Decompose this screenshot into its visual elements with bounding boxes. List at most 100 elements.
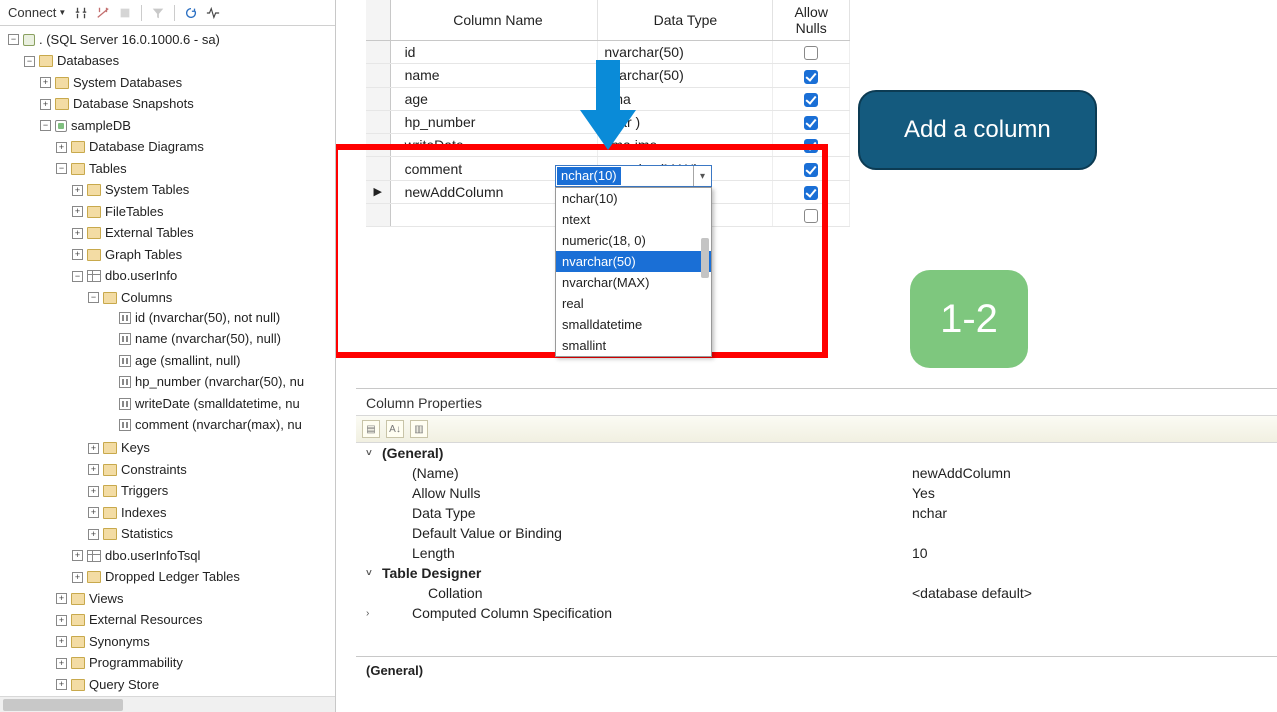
property-value[interactable]: nchar [912,505,1277,521]
alphabetical-icon[interactable]: A↓ [386,420,404,438]
filter-icon[interactable] [149,6,167,20]
properties-row[interactable]: (Name)newAddColumn [356,463,1277,483]
tree-triggers[interactable]: +Triggers [88,481,168,501]
grid-row[interactable]: hp_numbernvar ) [366,110,850,133]
grid-row-selector[interactable]: ▶ [366,180,390,203]
dropdown-option[interactable]: real [556,293,711,314]
grid-cell-name[interactable]: name [390,64,598,87]
grid-cell-name[interactable]: hp_number [390,110,598,133]
stop-icon[interactable] [116,6,134,20]
properties-group-designer[interactable]: ˅Table Designer [356,563,1277,583]
chevron-down-icon[interactable]: ▾ [693,166,711,186]
tree-filetables[interactable]: +FileTables [72,202,164,222]
disconnect-icon[interactable] [94,6,112,20]
grid-cell-nulls[interactable] [773,41,850,64]
grid-cell-nulls[interactable] [773,134,850,157]
dropdown-option[interactable]: smallint [556,335,711,356]
connect-menu[interactable]: Connect▼ [6,5,68,20]
allow-nulls-checkbox[interactable] [804,93,818,107]
properties-row[interactable]: Data Typenchar [356,503,1277,523]
tree-synonyms[interactable]: +Synonyms [56,632,150,652]
tree-database-diagrams[interactable]: +Database Diagrams [56,137,204,157]
properties-row[interactable]: Collation<database default> [356,583,1277,603]
tree-col-age[interactable]: age (smallint, null) [104,351,241,371]
tree-keys[interactable]: +Keys [88,438,150,458]
grid-cell-dtype[interactable]: nvarchar(50) [598,64,773,87]
dropdown-option[interactable]: ntext [556,209,711,230]
properties-list[interactable]: ˅(General) (Name)newAddColumnAllow Nulls… [356,443,1277,656]
tree-tables[interactable]: −Tables [56,159,127,179]
grid-row[interactable]: writeDatesma ime [366,134,850,157]
allow-nulls-checkbox[interactable] [804,70,818,84]
tree-database-snapshots[interactable]: +Database Snapshots [40,94,194,114]
grid-cell-dtype[interactable]: sma ime [598,134,773,157]
dropdown-scrollbar[interactable] [701,238,709,278]
grid-row-selector[interactable] [366,110,390,133]
activity-icon[interactable] [204,6,222,20]
tree-dbo-userinfo[interactable]: −dbo.userInfo [72,266,177,286]
connect-icon[interactable] [72,6,90,20]
tree-sampledb[interactable]: −sampleDB [40,116,131,136]
dropdown-option[interactable]: nvarchar(MAX) [556,272,711,293]
grid-row-selector[interactable] [366,87,390,110]
tree-system-databases[interactable]: +System Databases [40,73,182,93]
tree-indexes[interactable]: +Indexes [88,503,167,523]
refresh-icon[interactable] [182,6,200,20]
grid-row-selector[interactable] [366,134,390,157]
dropdown-option[interactable]: numeric(18, 0) [556,230,711,251]
tree-views[interactable]: +Views [56,589,123,609]
tree-columns[interactable]: −Columns [88,288,172,308]
properties-row[interactable]: Length10 [356,543,1277,563]
grid-row-selector[interactable] [366,41,390,64]
grid-cell-name[interactable]: age [390,87,598,110]
tree-programmability[interactable]: +Programmability [56,653,183,673]
tree-col-write[interactable]: writeDate (smalldatetime, nu [104,394,300,414]
grid-cell-name[interactable]: writeDate [390,134,598,157]
tree-horizontal-scrollbar[interactable] [0,696,335,712]
allow-nulls-checkbox[interactable] [804,163,818,177]
allow-nulls-checkbox[interactable] [804,209,818,223]
grid-cell-nulls[interactable] [773,110,850,133]
grid-cell-nulls[interactable] [773,64,850,87]
grid-row[interactable]: idnvarchar(50) [366,41,850,64]
properties-page-icon[interactable]: ▥ [410,420,428,438]
grid-cell-nulls[interactable] [773,87,850,110]
grid-cell-nulls[interactable] [773,180,850,203]
tree-query-store[interactable]: +Query Store [56,675,159,695]
grid-row[interactable]: agesma [366,87,850,110]
grid-row[interactable]: namenvarchar(50) [366,64,850,87]
property-value[interactable]: newAddColumn [912,465,1277,481]
datatype-dropdown[interactable]: nchar(10)ntextnumeric(18, 0)nvarchar(50)… [555,187,712,357]
dropdown-option[interactable]: nvarchar(50) [556,251,711,272]
tree-col-hp[interactable]: hp_number (nvarchar(50), nu [104,372,304,392]
tree-col-name[interactable]: name (nvarchar(50), null) [104,329,281,349]
properties-row[interactable]: Allow NullsYes [356,483,1277,503]
allow-nulls-checkbox[interactable] [804,116,818,130]
tree-external-tables[interactable]: +External Tables [72,223,194,243]
grid-cell-dtype[interactable]: sma [598,87,773,110]
datatype-combobox[interactable]: nchar(10) ▾ [555,165,712,187]
property-value[interactable]: <database default> [912,585,1277,601]
tree-constraints[interactable]: +Constraints [88,460,187,480]
grid-cell-nulls[interactable] [773,157,850,180]
tree-server[interactable]: −. (SQL Server 16.0.1000.6 - sa) [8,30,220,50]
grid-row-selector[interactable] [366,64,390,87]
tree-graph-tables[interactable]: +Graph Tables [72,245,182,265]
dropdown-option[interactable]: smalldatetime [556,314,711,335]
tree-system-tables[interactable]: +System Tables [72,180,189,200]
properties-row-computed[interactable]: ›Computed Column Specification [356,603,1277,623]
tree-dbo-userinfotsql[interactable]: +dbo.userInfoTsql [72,546,200,566]
tree-col-id[interactable]: id (nvarchar(50), not null) [104,308,280,328]
tree-databases[interactable]: −Databases [24,51,119,71]
grid-cell-name[interactable]: id [390,41,598,64]
property-value[interactable]: Yes [912,485,1277,501]
categorized-icon[interactable]: ▤ [362,420,380,438]
property-value[interactable]: 10 [912,545,1277,561]
allow-nulls-checkbox[interactable] [804,186,818,200]
allow-nulls-checkbox[interactable] [804,139,818,153]
dropdown-option[interactable]: nchar(10) [556,188,711,209]
tree-col-comment[interactable]: comment (nvarchar(max), nu [104,415,302,435]
tree-dropped-ledger[interactable]: +Dropped Ledger Tables [72,567,240,587]
tree-statistics[interactable]: +Statistics [88,524,173,544]
grid-cell-dtype[interactable]: nvar ) [598,110,773,133]
